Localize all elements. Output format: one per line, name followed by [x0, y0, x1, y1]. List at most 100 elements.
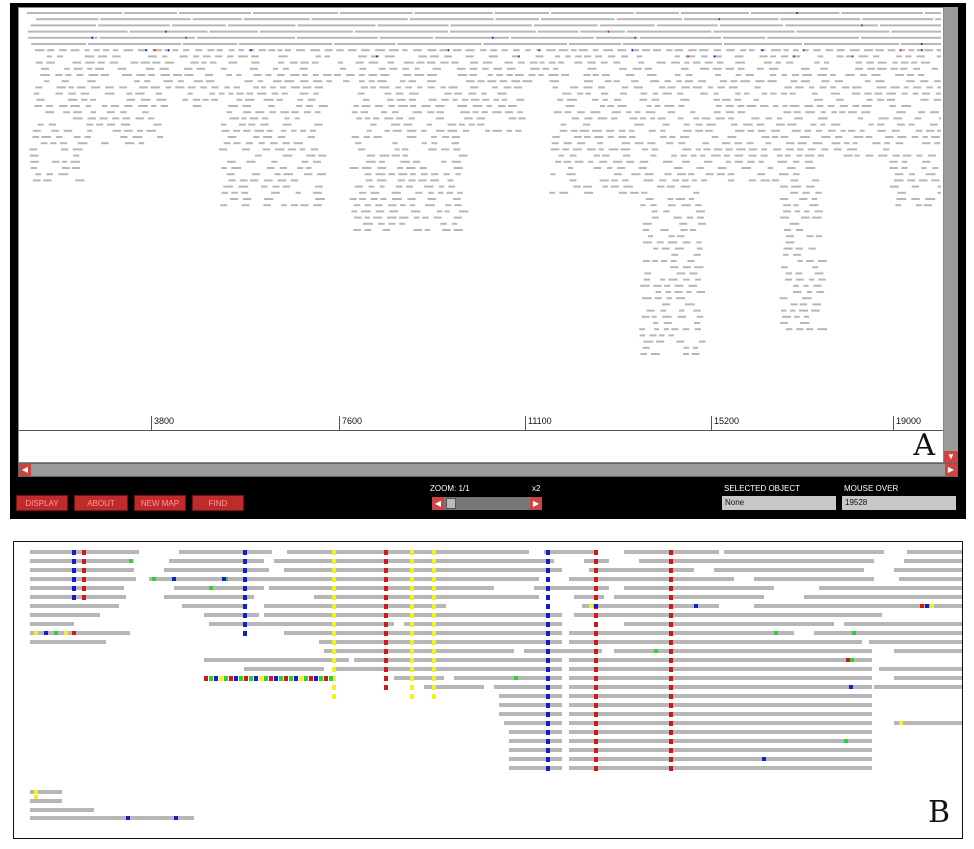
read-bar	[622, 154, 631, 157]
read-bar	[711, 154, 721, 157]
aligned-read	[269, 586, 494, 590]
scroll-right-arrow-icon[interactable]: ▶	[945, 464, 957, 476]
read-bar	[639, 98, 648, 101]
read-bar	[802, 297, 812, 300]
read-bar	[318, 154, 327, 157]
mismatch-column-cell	[669, 712, 673, 717]
read-bar	[771, 49, 781, 52]
read-bar	[282, 154, 293, 157]
read-bar	[88, 43, 182, 45]
mismatch-column-cell	[332, 622, 336, 627]
find-button[interactable]: FIND	[192, 495, 244, 511]
read-bar	[220, 123, 227, 126]
read-bar	[355, 61, 364, 64]
read-bar	[780, 309, 787, 312]
mismatch-column-cell	[546, 631, 550, 636]
read-bar	[27, 30, 128, 33]
mismatch-column-cell	[594, 568, 598, 573]
read-bar	[677, 117, 684, 120]
aligned-read	[394, 676, 444, 680]
read-bar	[132, 136, 143, 138]
read-bar	[444, 55, 453, 58]
read-bar	[253, 86, 259, 89]
read-bar	[590, 111, 601, 114]
read-bar	[705, 129, 713, 132]
read-bar	[394, 148, 400, 151]
read-bar	[445, 204, 452, 207]
read-bar	[858, 55, 869, 58]
read-bar	[219, 148, 228, 151]
read-bar	[650, 204, 657, 207]
mismatch-column-cell	[546, 577, 550, 582]
read-bar	[182, 98, 188, 101]
read-bar	[311, 61, 319, 64]
mismatch-column-cell	[594, 649, 598, 654]
read-bar	[291, 111, 299, 114]
scroll-down-arrow-icon[interactable]: ▼	[944, 451, 958, 463]
read-bar	[796, 229, 804, 231]
read-bar	[499, 80, 508, 83]
read-bar	[485, 129, 491, 132]
mismatch-column-cell	[243, 604, 247, 609]
read-bar	[780, 136, 789, 138]
horizontal-scrollbar[interactable]: ◀ ▶	[18, 463, 958, 477]
read-bar	[421, 142, 427, 145]
read-bar	[90, 86, 101, 89]
read-bar	[96, 123, 104, 126]
read-bar	[748, 49, 755, 52]
read-bar	[403, 74, 412, 76]
read-bar	[713, 92, 719, 95]
zoom-slider-thumb[interactable]	[446, 498, 456, 509]
read-bar	[218, 92, 225, 95]
read-bar	[662, 92, 672, 95]
read-bar	[77, 142, 88, 145]
read-bar	[238, 123, 246, 126]
read-bar	[793, 253, 801, 256]
mismatch-base	[34, 631, 38, 635]
read-bar	[640, 353, 647, 355]
read-bar	[790, 303, 798, 306]
zoom-in-arrow-icon[interactable]: ▶	[530, 497, 542, 510]
read-bar	[349, 198, 357, 200]
read-bar	[608, 148, 619, 151]
read-bar	[684, 80, 693, 83]
read-bar	[539, 61, 545, 64]
new-map-button[interactable]: NEW MAP	[134, 495, 186, 511]
read-bar	[906, 74, 915, 76]
read-bar	[271, 92, 279, 95]
aligned-read	[30, 586, 124, 590]
read-bar	[395, 185, 403, 188]
read-bar	[843, 154, 853, 157]
read-bar	[456, 67, 466, 70]
read-bar	[245, 142, 253, 145]
read-bar	[785, 241, 795, 244]
read-bar	[448, 185, 456, 188]
read-bar	[209, 30, 258, 33]
scroll-left-arrow-icon[interactable]: ◀	[19, 464, 31, 476]
read-bar	[364, 117, 371, 120]
mismatch-base	[319, 676, 323, 681]
mismatch-column-cell	[669, 631, 673, 636]
zoom-slider[interactable]: ◀ ▶	[432, 497, 542, 510]
zoom-out-arrow-icon[interactable]: ◀	[432, 497, 444, 510]
read-bar	[938, 117, 941, 120]
read-bar	[656, 61, 666, 64]
read-bar	[438, 185, 445, 188]
read-bar	[384, 129, 391, 132]
read-overview-canvas[interactable]: 3800 7600 11100 15200 19000 A	[18, 7, 944, 463]
alignment-detail-view[interactable]: B	[13, 541, 963, 839]
vertical-scrollbar[interactable]: ▼	[944, 7, 958, 463]
read-bar	[449, 30, 536, 33]
read-bar	[46, 173, 53, 176]
read-bar	[384, 92, 392, 95]
read-bar	[409, 204, 416, 207]
read-bar	[599, 24, 655, 27]
read-bar	[799, 198, 808, 200]
aligned-read	[404, 622, 562, 626]
display-button[interactable]: DISPLAY	[16, 495, 68, 511]
read-bar	[315, 198, 325, 200]
aligned-read	[324, 649, 514, 653]
read-bar	[310, 129, 316, 132]
read-bar	[511, 80, 521, 83]
about-button[interactable]: ABOUT	[74, 495, 128, 511]
